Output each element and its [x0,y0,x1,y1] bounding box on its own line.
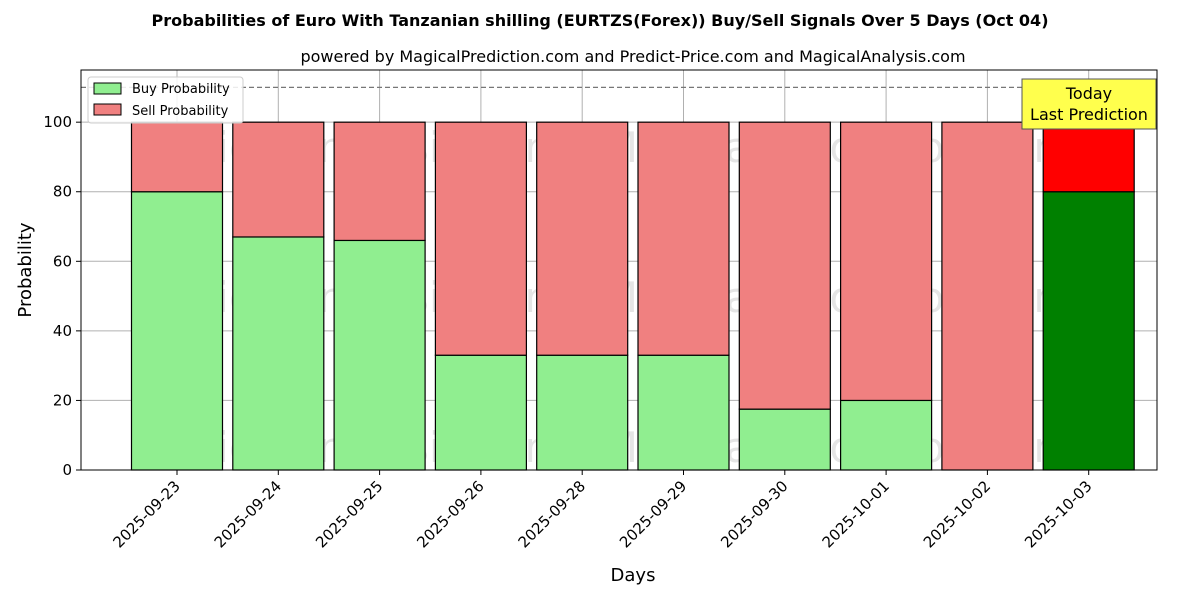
y-tick-label: 60 [53,252,72,270]
legend-swatch-buy [93,82,122,95]
bar-buy-2025-10-01 [839,399,933,471]
y-ticks-layer: 0 20 40 60 80 100 [43,113,81,479]
y-axis-label: Probability [15,222,36,317]
legend: Buy Probability Sell Probability [87,76,244,124]
bar-sell-2025-09-25 [333,121,426,242]
x-axis-label: Days [611,565,656,586]
bar-buy-2025-09-28 [536,354,629,471]
bar-sell-2025-10-02 [941,121,1034,471]
legend-label-buy: Buy Probability [132,82,230,97]
chart-subtitle: powered by MagicalPrediction.com and Pre… [300,47,965,66]
bar-buy-2025-09-23 [130,191,224,471]
bars-layer [130,121,1135,471]
y-tick-label: 20 [53,391,72,409]
bar-buy-2025-09-25 [333,239,426,471]
bar-sell-2025-09-26 [434,121,527,356]
bar-sell-2025-09-29 [637,121,730,356]
legend-label-sell: Sell Probability [132,104,229,119]
x-tick-label: 2025-09-24 [211,477,285,551]
legend-box [87,76,244,124]
plot-frame [80,69,1158,471]
x-tick-label: 2025-10-02 [920,477,994,551]
x-tick-label: 2025-09-23 [109,477,183,551]
x-tick-label: 2025-09-29 [616,477,690,551]
x-tick-label: 2025-09-25 [312,477,386,551]
x-tick-label: 2025-09-28 [515,477,589,551]
today-annotation: Today Last Prediction [1021,78,1157,130]
bar-sell-2025-10-01 [839,121,933,402]
bar-sell-2025-10-03 [1042,121,1135,193]
bar-buy-2025-09-24 [232,236,325,471]
x-tick-label: 2025-10-03 [1021,477,1095,551]
x-tick-label: 2025-09-30 [717,477,791,551]
bar-sell-2025-09-23 [130,121,224,193]
bar-buy-2025-09-30 [738,408,831,471]
bar-buy-2025-09-26 [434,354,527,471]
x-ticks-layer: 2025-09-23 2025-09-24 2025-09-25 2025-09-26… [109,470,1096,551]
y-tick-label: 0 [62,461,72,479]
x-tick-label: 2025-09-26 [413,477,487,551]
bar-buy-2025-10-03 [1042,191,1135,471]
x-tick-label: 2025-10-01 [819,477,893,551]
chart-title: Probabilities of Euro With Tanzanian shi… [152,11,1049,30]
bar-buy-2025-09-29 [637,354,730,471]
annotation-line-2: Last Prediction [1030,105,1148,124]
bar-sell-2025-09-24 [232,121,325,238]
bar-sell-2025-09-28 [536,121,629,356]
legend-swatch-sell [93,103,122,116]
annotation-box [1021,78,1157,130]
annotation-line-1: Today [1065,84,1112,103]
y-tick-label: 100 [43,113,72,131]
y-tick-label: 40 [53,322,72,340]
bar-sell-2025-09-30 [738,121,831,410]
y-tick-label: 80 [53,183,72,201]
